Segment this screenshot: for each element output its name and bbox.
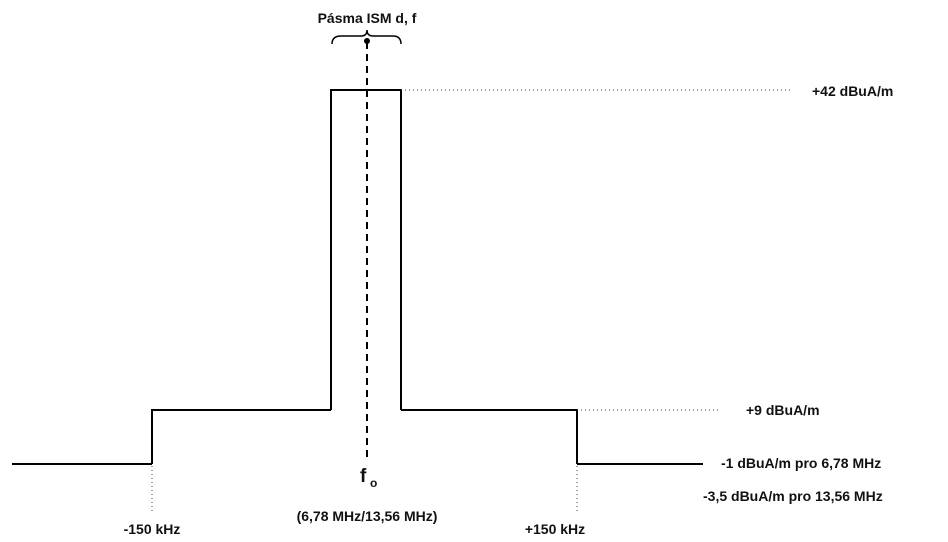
emission-mask-right-mid [401,409,578,464]
mid-level-label: +9 dBuA/m [746,402,820,418]
emission-mask-left-mid [151,409,331,464]
low-level-1356-label: -3,5 dBuA/m pro 13,56 MHz [703,488,883,504]
center-frequency-subscript: o [370,476,377,490]
right-offset-label: +150 kHz [525,521,585,537]
center-frequency-arrow-dot [364,38,370,44]
peak-level-label: +42 dBuA/m [812,83,893,99]
center-frequency-values-label: (6,78 MHz/13,56 MHz) [297,508,438,524]
low-level-678-label: -1 dBuA/m pro 6,78 MHz [721,455,881,471]
ism-band-brace [331,29,402,45]
center-frequency-symbol: f [360,466,367,487]
ism-band-label: Pásma ISM d, f [318,10,417,26]
left-offset-label: -150 kHz [124,521,181,537]
